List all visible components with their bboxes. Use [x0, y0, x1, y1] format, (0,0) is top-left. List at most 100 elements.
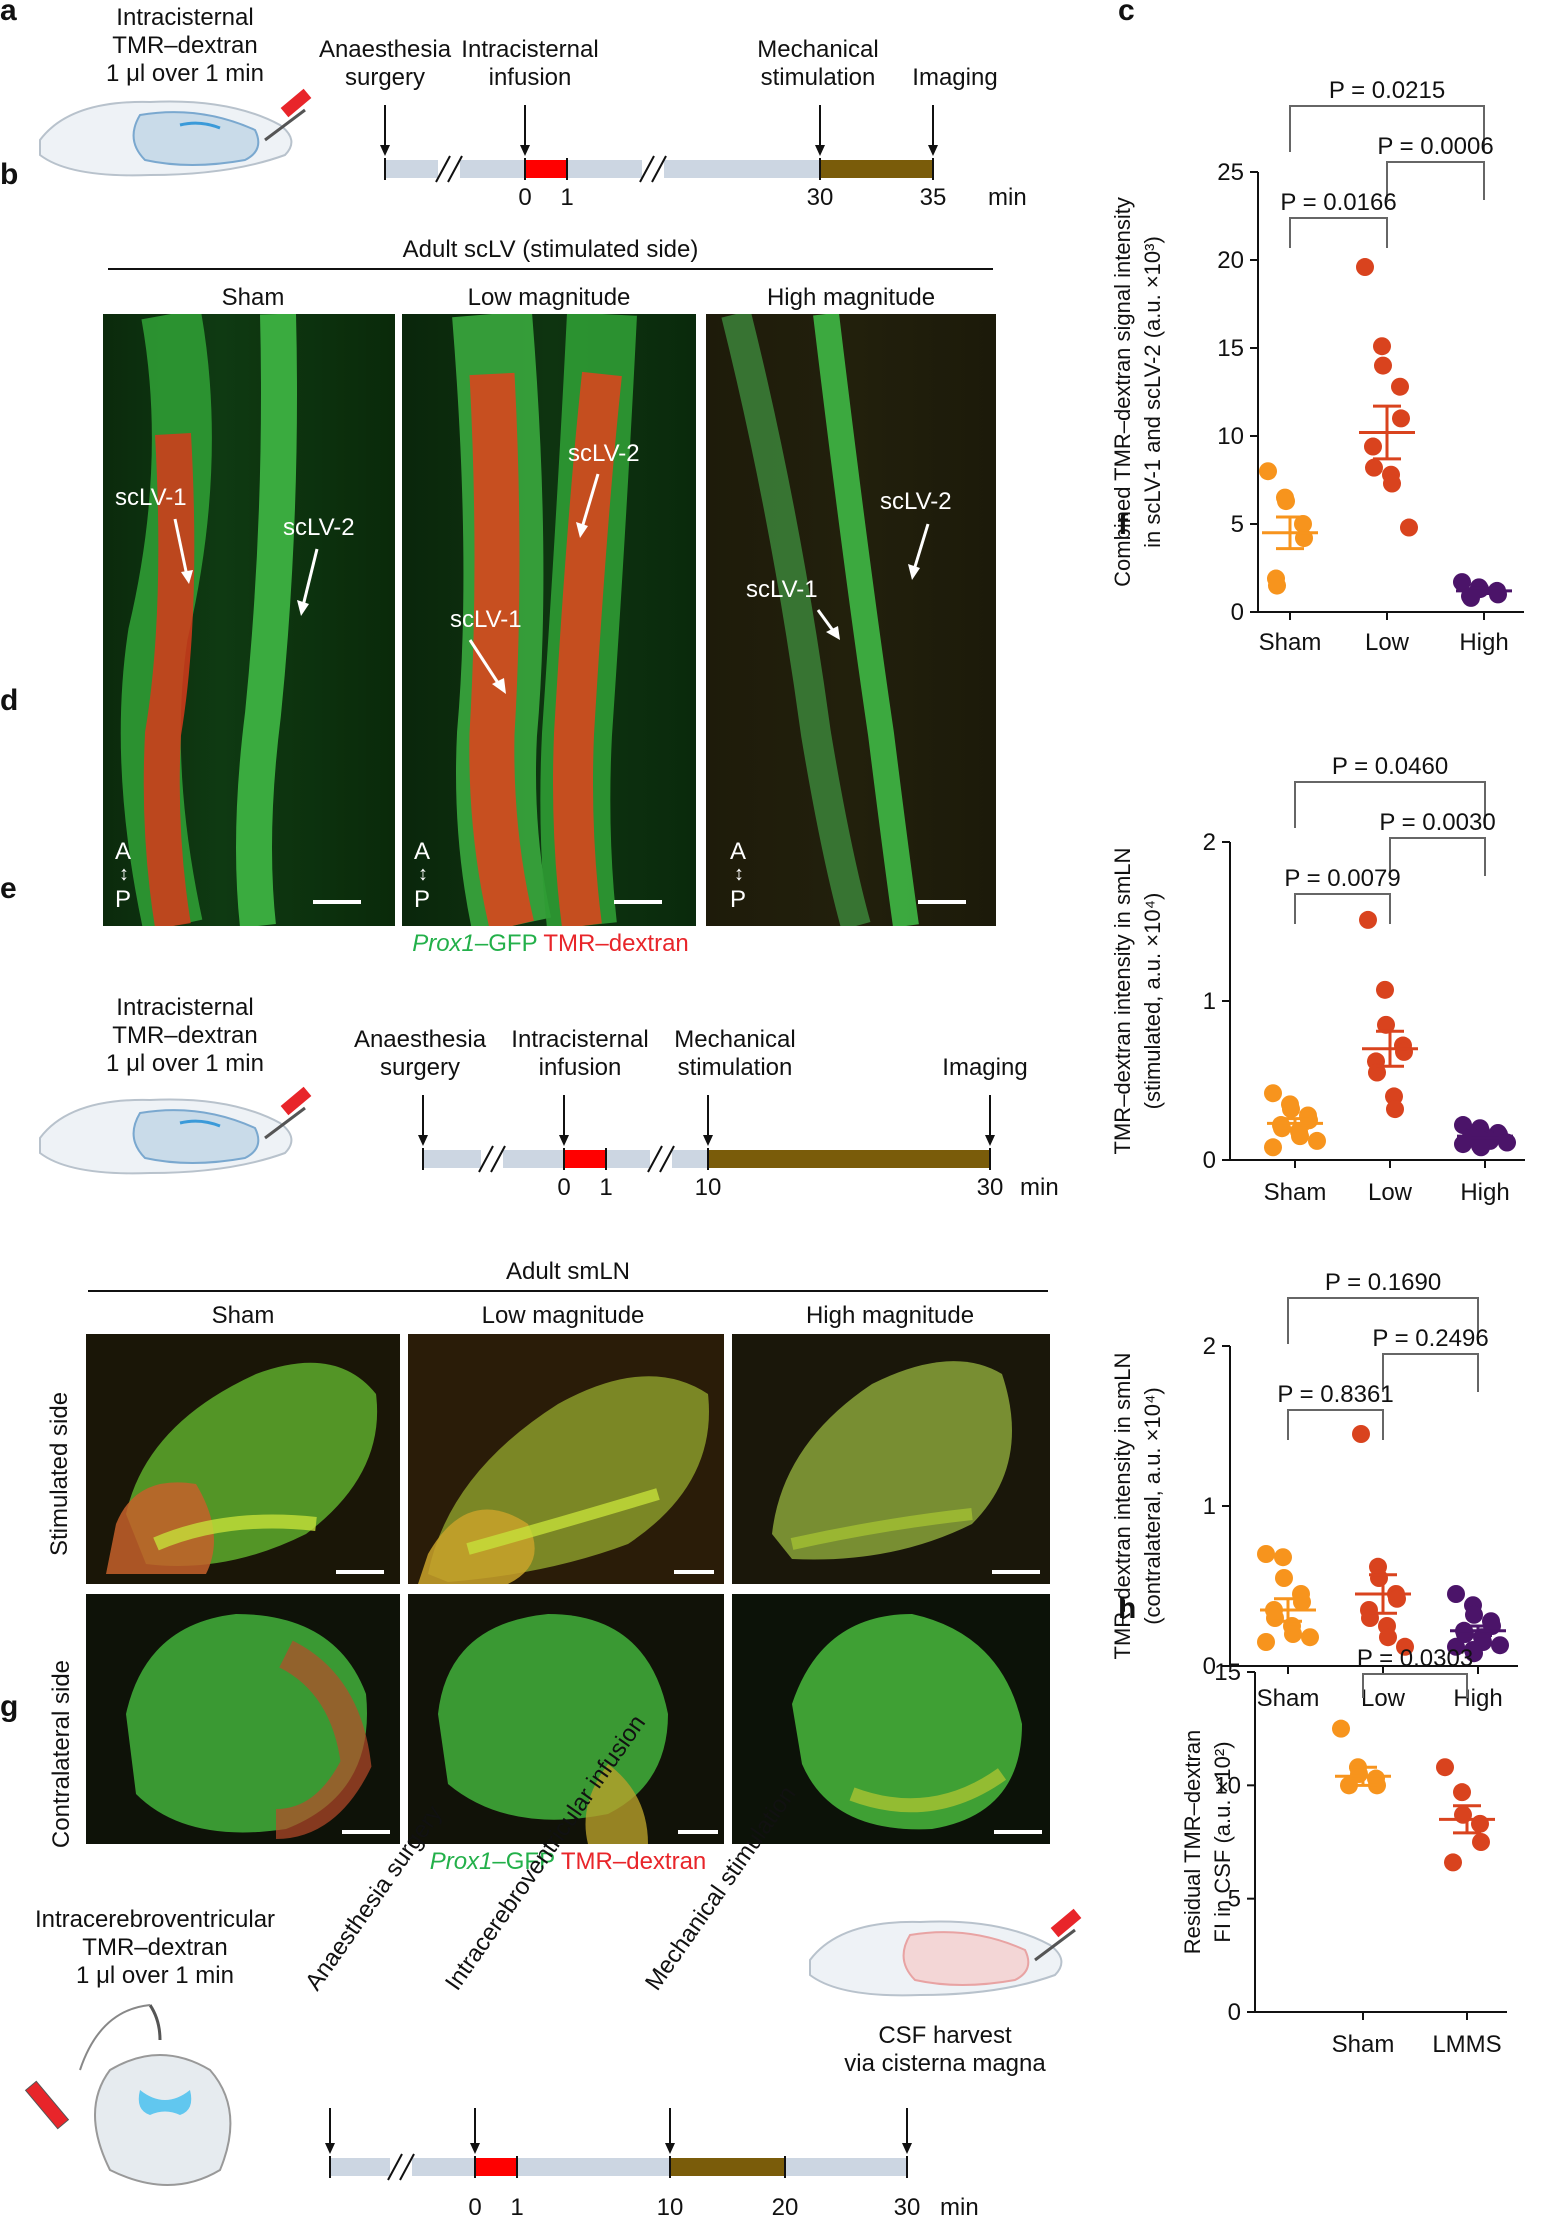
axis-a: A — [414, 838, 431, 865]
time-unit: min — [1020, 1174, 1059, 1201]
event-2-line-1: Intracisternal — [461, 36, 599, 63]
data-point — [1308, 1131, 1326, 1150]
data-point — [1379, 1628, 1397, 1647]
data-point — [1373, 337, 1391, 356]
x-tick-label: Sham — [1264, 1179, 1327, 1206]
data-point — [1392, 409, 1410, 428]
legend-tmr: TMR–dextran — [560, 1848, 707, 1875]
panel-label-g: g — [0, 1690, 19, 1723]
event-4: Imaging — [912, 64, 998, 91]
tick-30: 30 — [976, 1174, 1004, 1201]
p-value-label: P = 0.0006 — [1377, 133, 1493, 160]
scale-bar — [994, 1830, 1042, 1834]
data-point — [1383, 474, 1401, 493]
mouse-head-illustration — [809, 1908, 1082, 1997]
scale-bar — [674, 1570, 714, 1574]
x-tick-label: High — [1460, 1179, 1509, 1206]
data-point — [1436, 1758, 1454, 1777]
comparison-bracket — [1389, 837, 1486, 876]
panel-label-a: a — [0, 0, 17, 27]
scLV-1-label: scLV-1 — [115, 484, 187, 511]
scale-bar — [336, 1570, 384, 1574]
data-point — [1332, 1719, 1350, 1738]
scale-bar — [614, 900, 662, 904]
tick-10: 10 — [656, 2194, 684, 2221]
event-4: Imaging — [942, 1054, 1028, 1081]
injection-line-3: 1 μl over 1 min — [76, 1962, 234, 1989]
y-axis-label: Combined TMR–dextran signal intensity — [1110, 197, 1135, 587]
data-point — [1352, 1425, 1370, 1443]
scale-bar — [918, 900, 966, 904]
data-point — [1376, 980, 1394, 999]
data-point — [1472, 1138, 1490, 1157]
column-sham: Sham — [221, 284, 285, 311]
y-axis-label: (contralateral, a.u. ×10⁴) — [1140, 1387, 1165, 1625]
comparison-bracket — [1294, 781, 1486, 828]
data-point — [1395, 1042, 1413, 1061]
p-value-label: P = 0.8361 — [1277, 1381, 1393, 1408]
micrograph-smLN-contra-sham — [86, 1594, 400, 1844]
data-point — [1454, 1135, 1472, 1154]
y-tick-label: 20 — [1217, 247, 1244, 274]
comparison-bracket — [1362, 1673, 1468, 1698]
arrows — [173, 518, 319, 616]
p-value-label: P = 0.0166 — [1280, 189, 1396, 216]
micrograph-scLV-low: scLV-2 scLV-1 A ↕ P — [402, 314, 696, 926]
axis-p: P — [414, 886, 431, 913]
scale-bar — [992, 1570, 1040, 1574]
injection-line-1: Intracisternal — [116, 994, 254, 1021]
scale-bar — [313, 900, 361, 904]
p-value-label: P = 0.0460 — [1332, 753, 1448, 780]
p-value-label: P = 0.2496 — [1372, 1325, 1488, 1352]
x-tick-label: Sham — [1259, 629, 1322, 656]
injection-line-2: TMR–dextran — [82, 1934, 228, 1961]
x-tick-label: High — [1453, 1685, 1502, 1712]
legend-gfp-gene: Prox1 — [412, 930, 475, 957]
micrograph-smLN-contra-low — [408, 1594, 724, 1844]
title-rule — [88, 1290, 1048, 1292]
data-point — [1377, 1015, 1395, 1034]
tick-10: 10 — [694, 1174, 722, 1201]
scLV-1-label: scLV-1 — [450, 606, 522, 633]
event-3-line-2: stimulation — [760, 64, 876, 91]
injection-line-3: 1 μl over 1 min — [106, 1050, 264, 1077]
p-value-label: P = 0.1690 — [1325, 1269, 1441, 1296]
data-point — [1453, 1783, 1471, 1802]
column-low: Low magnitude — [467, 284, 631, 311]
scLV-2-label: scLV-2 — [568, 440, 640, 467]
timeline-d — [418, 1095, 995, 1173]
tick-35: 35 — [919, 184, 947, 211]
data-point — [1257, 1633, 1275, 1651]
axis-a: A — [730, 838, 747, 865]
data-point — [1386, 1100, 1404, 1119]
legend-gfp-suffix: –GFP — [492, 1848, 555, 1875]
tick-20: 20 — [771, 2194, 799, 2221]
y-tick-label: 10 — [1214, 1772, 1241, 1799]
y-tick-label: 5 — [1228, 1886, 1241, 1913]
arrows — [816, 523, 930, 640]
event-3-line-1: Mechanical — [757, 36, 879, 63]
scLV-2-label: scLV-2 — [283, 514, 355, 541]
micrograph-smLN-contra-high — [732, 1594, 1050, 1844]
panel-label-b: b — [0, 158, 19, 191]
injection-line-3: 1 μl over 1 min — [106, 60, 264, 87]
panel-e-title: Adult smLN — [505, 1258, 631, 1285]
event-2-line-2: infusion — [538, 1054, 622, 1081]
x-tick-label: Low — [1361, 1685, 1406, 1712]
micrograph-scLV-high: scLV-2 scLV-1 A ↕ P — [706, 314, 996, 926]
comparison-bracket — [1289, 105, 1485, 152]
data-point — [1471, 1814, 1489, 1833]
mouse-head-illustration — [39, 88, 312, 177]
injection-line-1: Intracisternal — [116, 4, 254, 31]
x-tick-label: Sham — [1257, 1685, 1320, 1712]
y-tick-label: 5 — [1231, 511, 1244, 538]
stimulation-bar — [820, 160, 933, 178]
injection-line-2: TMR–dextran — [112, 32, 258, 59]
data-point — [1498, 1133, 1516, 1152]
brain-section-illustration — [24, 2004, 232, 2186]
y-axis-label: TMR–dextran intensity in smLN — [1110, 1353, 1135, 1660]
axis-arrow-icon: ↕ — [734, 863, 744, 885]
arrows — [468, 473, 600, 694]
stimulation-bar — [670, 2158, 785, 2176]
y-axis-label: FI in CSF (a.u. ×10²) — [1210, 1741, 1235, 1942]
